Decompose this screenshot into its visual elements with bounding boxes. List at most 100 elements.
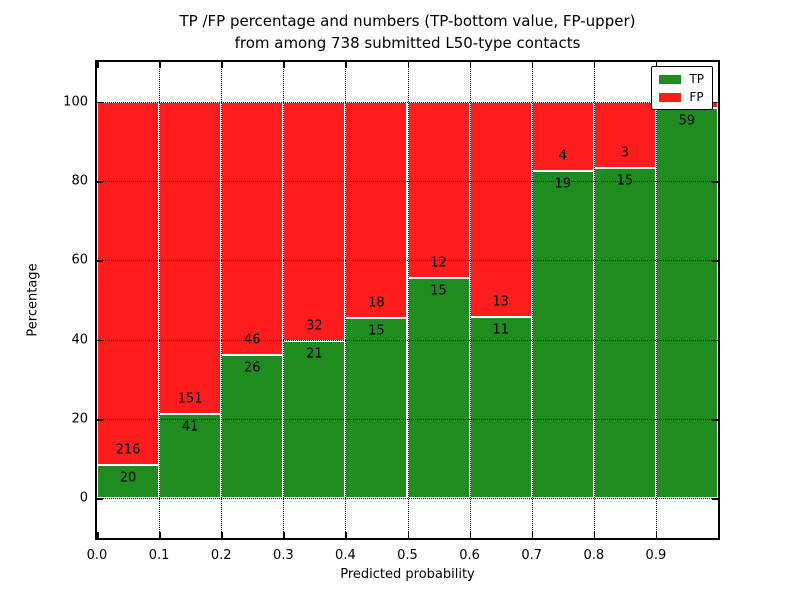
tp-count-label: 26 <box>243 360 261 376</box>
x-tick-mark <box>531 532 534 538</box>
x-tick-mark <box>97 532 99 538</box>
chart-title-line2: from among 738 submitted L50-type contac… <box>234 34 581 52</box>
y-tick-label: 20 <box>71 411 88 427</box>
fp-count-label: 32 <box>306 318 323 334</box>
y-tick-label: 40 <box>71 332 88 348</box>
fp-count-label: 151 <box>177 391 203 407</box>
y-tick-label: 80 <box>71 173 88 189</box>
legend-swatch-fp <box>659 92 682 102</box>
y-tick-mark <box>97 260 103 262</box>
tp-count-label: 19 <box>554 176 572 192</box>
tp-count-label: 11 <box>492 322 509 338</box>
x-tick-mark <box>593 62 596 68</box>
vertical-gridline <box>593 62 595 538</box>
vertical-gridline <box>531 62 533 538</box>
legend-label: FP <box>689 90 704 104</box>
fp-count-label: 3 <box>620 145 629 161</box>
vertical-gridline <box>221 62 223 538</box>
legend-item-fp: FP <box>659 90 704 104</box>
x-tick-mark <box>345 62 347 68</box>
x-tick-mark <box>655 532 658 538</box>
x-tick-label: 0.4 <box>335 548 356 563</box>
bar-segment-tp <box>531 170 594 499</box>
x-tick-mark <box>593 532 596 538</box>
plot-area: 216201514146263221181512151311419315159 … <box>95 60 720 540</box>
y-tick-mark <box>712 498 718 500</box>
fp-count-label: 13 <box>492 294 509 310</box>
chart-title: TP /FP percentage and numbers (TP-bottom… <box>95 10 720 54</box>
fp-count-label: 216 <box>115 442 141 458</box>
vertical-gridline <box>407 62 409 538</box>
x-tick-mark <box>97 62 99 68</box>
y-tick-label: 60 <box>71 252 88 268</box>
tp-count-label: 59 <box>678 113 696 129</box>
x-tick-mark <box>221 532 223 538</box>
bar-segment-fp <box>283 101 346 342</box>
fp-count-label: 4 <box>558 148 567 164</box>
vertical-gridline <box>159 62 161 538</box>
bar-segment-fp <box>469 101 532 317</box>
x-tick-mark <box>531 62 534 68</box>
vertical-gridline <box>283 62 285 538</box>
bar-segment-fp <box>221 101 284 356</box>
legend-label: TP <box>689 72 704 86</box>
x-tick-label: 0.1 <box>148 548 170 563</box>
chart-title-line1: TP /FP percentage and numbers (TP-bottom… <box>179 12 636 30</box>
x-tick-mark <box>655 62 658 68</box>
fp-count-label: 18 <box>368 295 385 311</box>
x-tick-mark <box>221 62 223 68</box>
x-tick-label: 0.6 <box>459 548 480 563</box>
tp-count-label: 15 <box>430 283 447 299</box>
y-tick-mark <box>97 498 103 500</box>
x-tick-mark <box>159 62 161 68</box>
y-tick-mark <box>712 260 718 262</box>
tp-count-label: 41 <box>181 419 199 435</box>
tp-count-label: 15 <box>616 173 634 189</box>
y-tick-mark <box>712 419 718 421</box>
bar-segment-tp <box>345 318 408 499</box>
vertical-gridline <box>469 62 471 538</box>
x-tick-label: 0.3 <box>272 548 294 563</box>
legend-item-tp: TP <box>659 72 704 86</box>
tp-count-label: 20 <box>119 470 137 486</box>
bar-segment-tp <box>221 355 284 499</box>
y-axis-label: Percentage <box>25 263 41 337</box>
x-tick-mark <box>283 532 285 538</box>
x-tick-mark <box>159 532 161 538</box>
x-tick-mark <box>283 62 285 68</box>
y-tick-mark <box>712 181 718 183</box>
y-tick-mark <box>712 339 718 342</box>
x-tick-mark <box>407 532 409 538</box>
x-tick-mark <box>345 532 347 538</box>
bar-segment-tp <box>159 413 222 499</box>
bar-segment-fp <box>531 101 594 171</box>
vertical-gridline <box>345 62 347 538</box>
x-tick-label: 0.5 <box>397 548 418 563</box>
y-tick-mark <box>712 101 718 104</box>
bar-segment-fp <box>97 101 160 465</box>
bar-segment-tp <box>407 277 470 499</box>
y-tick-label: 100 <box>63 94 88 110</box>
legend-swatch-tp <box>659 74 682 84</box>
x-tick-label: 0.9 <box>645 548 667 563</box>
x-axis-label: Predicted probability <box>340 567 475 582</box>
y-tick-label: 0 <box>79 490 88 506</box>
y-tick-mark <box>97 419 103 421</box>
bar-segment-fp <box>407 101 470 278</box>
plot-inner: 216201514146263221181512151311419315159 <box>97 62 718 538</box>
bar-segment-fp <box>159 101 222 414</box>
x-tick-mark <box>469 532 472 538</box>
vertical-gridline <box>655 62 657 538</box>
y-tick-mark <box>97 101 103 104</box>
tp-count-label: 21 <box>306 346 323 362</box>
bar-segment-tp <box>97 464 160 499</box>
x-tick-mark <box>469 62 472 68</box>
x-tick-label: 0.7 <box>521 548 543 563</box>
x-tick-label: 0.0 <box>86 548 108 563</box>
y-tick-mark <box>97 181 103 183</box>
bar-segment-tp <box>593 167 656 499</box>
fp-count-label: 12 <box>430 255 447 271</box>
y-tick-mark <box>97 339 103 342</box>
bar-segment-tp <box>469 316 532 499</box>
